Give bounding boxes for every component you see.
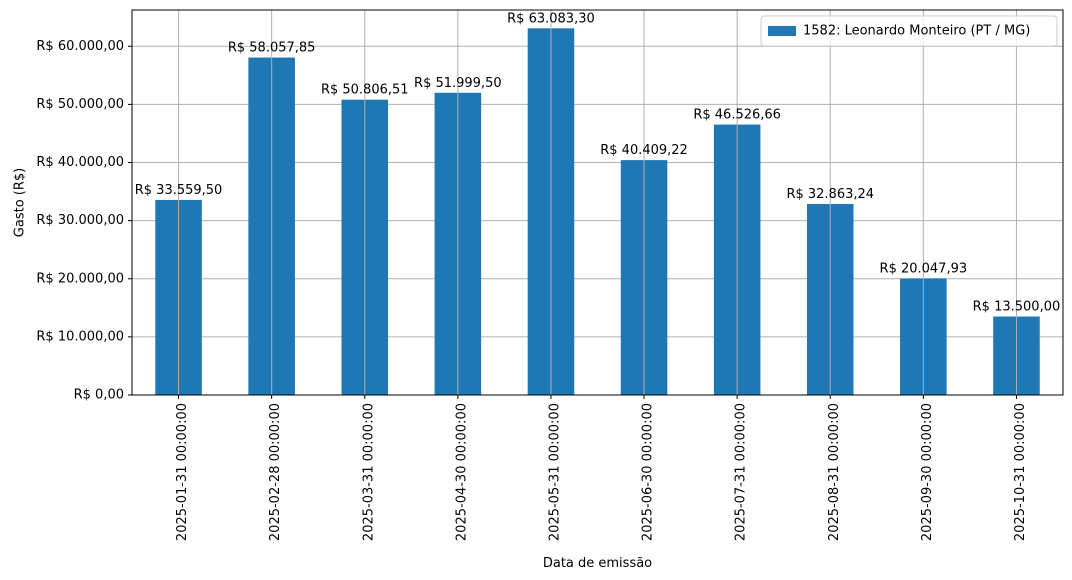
y-tick-label: R$ 0,00 — [74, 388, 124, 403]
x-tick-label: 2025-04-30 00:00:00 — [454, 403, 469, 541]
legend-label: 1582: Leonardo Monteiro (PT / MG) — [803, 24, 1030, 39]
x-tick-label: 2025-03-31 00:00:00 — [361, 403, 376, 541]
bar-value-label: R$ 51.999,50 — [414, 76, 502, 91]
x-tick-label: 2025-07-31 00:00:00 — [734, 403, 749, 541]
legend-box — [760, 15, 1058, 47]
y-tick-label: R$ 40.000,00 — [36, 155, 124, 170]
x-tick-label: 2025-06-30 00:00:00 — [641, 403, 656, 541]
x-tick-label: 2025-08-31 00:00:00 — [827, 403, 842, 541]
bar-value-labels: R$ 33.559,50 R$ 58.057,85 R$ 50.806,51 R$ 5… — [135, 11, 1061, 314]
x-axis-title: Data de emissão — [543, 556, 652, 571]
legend: 1582: Leonardo Monteiro (PT / MG) — [760, 15, 1058, 47]
x-tick-label: 2025-10-31 00:00:00 — [1013, 403, 1028, 541]
y-axis-title: Gasto (R$) — [13, 168, 28, 237]
bar-value-label: R$ 20.047,93 — [880, 261, 968, 276]
y-axis-ticks: R$ 0,00 R$ 10.000,00 R$ 20.000,00 R$ 30.000… — [36, 39, 132, 403]
bar-value-label: R$ 63.083,30 — [507, 11, 595, 26]
vertical-grid — [178, 10, 1017, 395]
bar-value-label: R$ 13.500,00 — [973, 300, 1061, 315]
y-tick-label: R$ 30.000,00 — [36, 213, 124, 228]
x-tick-label: 2025-01-31 00:00:00 — [175, 403, 190, 541]
plot-frame — [131, 9, 1064, 396]
bar-value-label: R$ 33.559,50 — [135, 183, 223, 198]
legend-swatch — [768, 26, 796, 36]
y-tick-label: R$ 20.000,00 — [36, 271, 124, 286]
x-axis-ticks: 2025-01-31 00:00:00 2025-02-28 00:00:00 20… — [175, 395, 1028, 541]
bar-value-label: R$ 32.863,24 — [786, 187, 874, 202]
x-tick-label: 2025-05-31 00:00:00 — [547, 403, 562, 541]
bars — [155, 28, 1040, 395]
bar-value-label: R$ 40.409,22 — [600, 143, 688, 158]
bar-value-label: R$ 50.806,51 — [321, 83, 409, 98]
x-tick-label: 2025-09-30 00:00:00 — [920, 403, 935, 541]
x-tick-label: 2025-02-28 00:00:00 — [268, 403, 283, 541]
y-tick-label: R$ 60.000,00 — [36, 39, 124, 54]
y-tick-label: R$ 10.000,00 — [36, 329, 124, 344]
y-tick-label: R$ 50.000,00 — [36, 97, 124, 112]
bar-value-label: R$ 46.526,66 — [693, 108, 781, 123]
bar-value-label: R$ 58.057,85 — [228, 41, 316, 56]
